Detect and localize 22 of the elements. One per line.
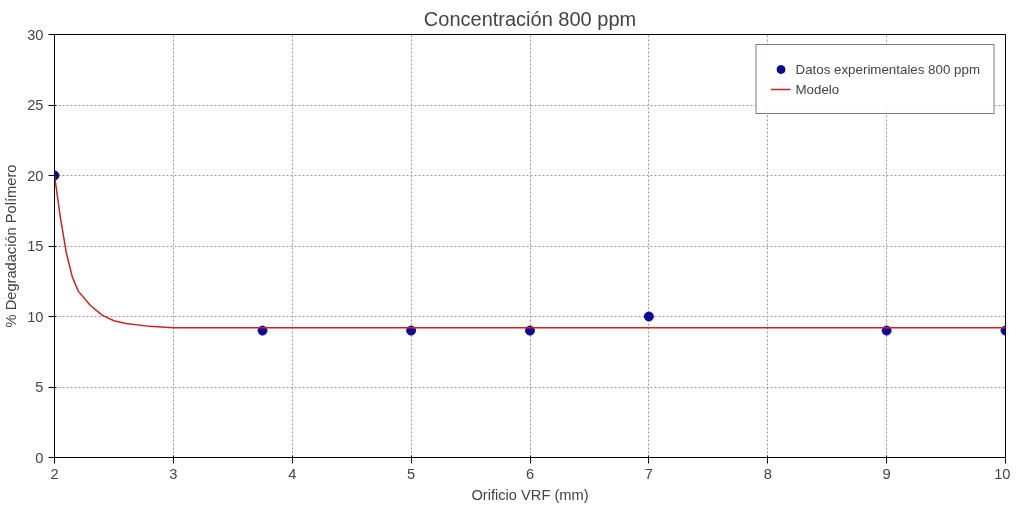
- x-tick-label: 6: [525, 465, 535, 482]
- x-axis-title: Orificio VRF (mm): [471, 486, 589, 503]
- y-axis-title: % Degradación Polímero: [3, 164, 20, 328]
- y-tick-label: 10: [27, 308, 44, 325]
- y-tick-label: 25: [27, 97, 44, 113]
- x-tick-label: 3: [169, 465, 178, 482]
- y-tick-label: 15: [27, 238, 44, 254]
- x-tick-label: 7: [644, 465, 653, 482]
- y-tick-label: 30: [27, 26, 44, 43]
- y-tick-label: 5: [35, 379, 44, 395]
- legend-label: Datos experimentales 800 ppm: [795, 61, 980, 77]
- y-tick-label: 20: [27, 167, 44, 184]
- x-tick-label: 9: [882, 465, 891, 482]
- legend-label: Modelo: [795, 81, 840, 97]
- y-tick-label: 0: [35, 449, 44, 466]
- x-tick-label: 8: [763, 465, 772, 482]
- x-tick-label: 10: [994, 465, 1011, 482]
- chart-title: Concentración 800 ppm: [423, 7, 637, 30]
- x-tick-label: 5: [407, 465, 416, 482]
- point: [643, 311, 654, 322]
- x-tick-label: 4: [288, 465, 297, 482]
- x-tick-label: 2: [50, 465, 59, 482]
